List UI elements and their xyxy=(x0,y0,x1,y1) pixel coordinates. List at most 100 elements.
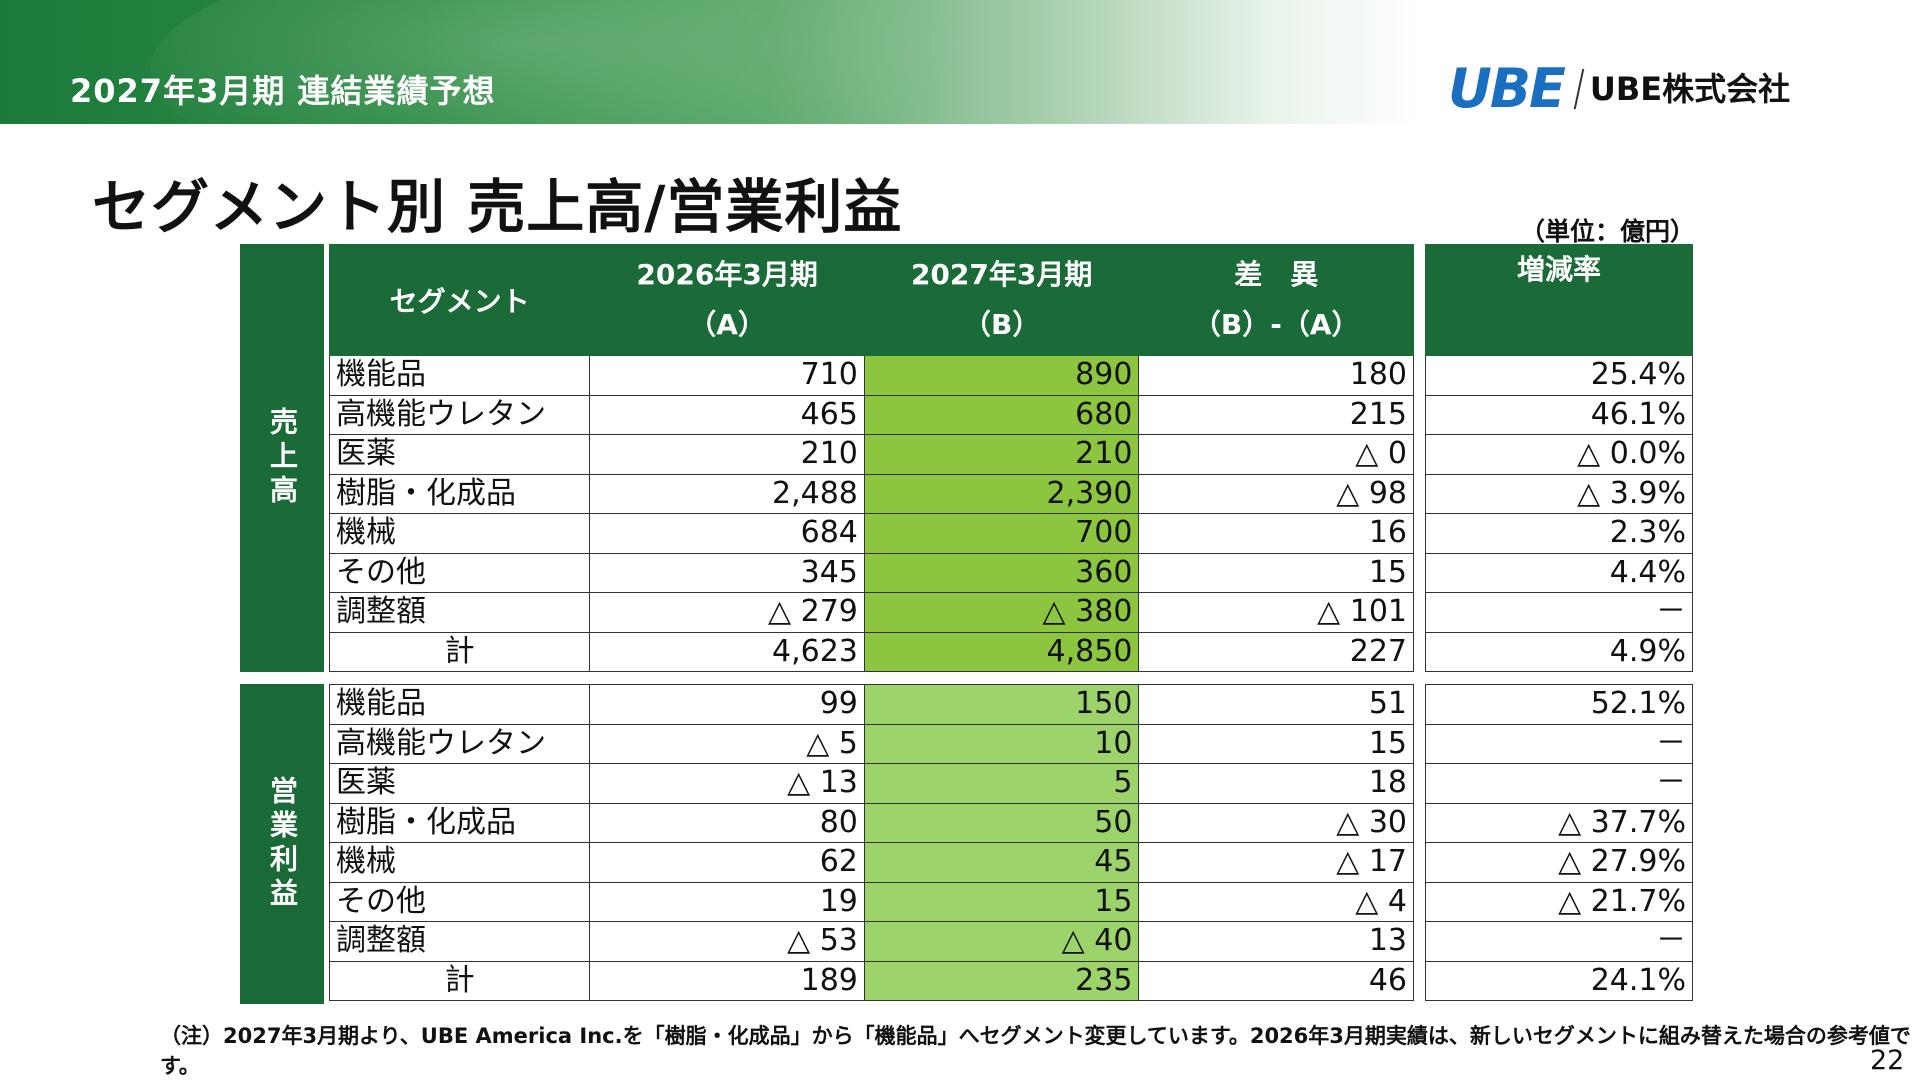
value-b: 890 xyxy=(863,355,1140,396)
footnote: （注）2027年3月期より、UBE America Inc.を「樹脂・化成品」か… xyxy=(160,1024,1911,1078)
table-row: 計 4,623 4,850 227 xyxy=(328,631,1414,672)
value-b: 10 xyxy=(863,723,1140,764)
value-diff: 46 xyxy=(1138,960,1414,1001)
value-diff: △ 0 xyxy=(1138,434,1414,475)
company-logo: UBE UBE株式会社 xyxy=(1448,57,1791,120)
value-rate: － xyxy=(1425,763,1693,804)
value-a: △ 53 xyxy=(589,921,865,962)
rate-row: － xyxy=(1425,921,1693,962)
profit-side-label: 営業利益 xyxy=(240,684,324,1004)
value-a: 80 xyxy=(589,802,865,843)
table-row: 高機能ウレタン 465 680 215 xyxy=(328,394,1414,435)
header-banner: 2027年3月期 連結業績予想 xyxy=(0,0,1920,124)
table-row: 計 189 235 46 xyxy=(328,960,1414,1001)
table-row: その他 345 360 15 xyxy=(328,552,1414,593)
table-row: 高機能ウレタン △ 5 10 15 xyxy=(328,723,1414,764)
value-b: △ 380 xyxy=(863,592,1140,633)
segment-name: 調整額 xyxy=(328,592,591,633)
segment-name: 機能品 xyxy=(328,684,591,725)
logo-text: UBE株式会社 xyxy=(1589,70,1791,108)
table-row: 調整額 △ 279 △ 380 △ 101 xyxy=(328,592,1414,633)
value-a: 345 xyxy=(589,552,865,593)
value-diff: △ 4 xyxy=(1138,881,1414,922)
value-diff: 51 xyxy=(1138,684,1414,725)
header-segment: セグメント xyxy=(328,244,591,356)
sales-side-label: 売上高 xyxy=(240,244,324,672)
value-a: △ 5 xyxy=(589,723,865,764)
segment-table: セグメント 2026年3月期 （A） 2027年3月期 （B） 差 異（B）-（A）… xyxy=(328,244,1414,1001)
table-row: 医薬 210 210 △ 0 xyxy=(328,434,1414,475)
value-a: 19 xyxy=(589,881,865,922)
segment-name: その他 xyxy=(328,552,591,593)
table-row: 医薬 △ 13 5 18 xyxy=(328,763,1414,804)
table-row: 機械 62 45 △ 17 xyxy=(328,842,1414,883)
unit-label: （単位：億円） xyxy=(1520,217,1696,246)
logo-mark: UBE xyxy=(1448,57,1566,120)
value-rate: 4.4% xyxy=(1425,552,1693,593)
value-a: 99 xyxy=(589,684,865,725)
table-row: 機械 684 700 16 xyxy=(328,513,1414,554)
value-diff: △ 17 xyxy=(1138,842,1414,883)
header-col-a: 2026年3月期 （A） xyxy=(589,244,865,356)
value-diff: 180 xyxy=(1138,355,1414,396)
value-rate: 2.3% xyxy=(1425,513,1693,554)
rate-row: △ 21.7% xyxy=(1425,881,1693,922)
segment-name: 医薬 xyxy=(328,763,591,804)
value-rate: 46.1% xyxy=(1425,394,1693,435)
rate-row: △ 37.7% xyxy=(1425,802,1693,843)
rate-row: △ 0.0% xyxy=(1425,434,1693,475)
gap-cell xyxy=(1138,671,1414,685)
value-b: 210 xyxy=(863,434,1140,475)
segment-name: 調整額 xyxy=(328,921,591,962)
header-diff: 差 異（B）-（A） xyxy=(1138,244,1414,356)
page-number: 22 xyxy=(1870,1045,1905,1076)
table-row: 機能品 99 150 51 xyxy=(328,684,1414,725)
table-row: 樹脂・化成品 80 50 △ 30 xyxy=(328,802,1414,843)
rate-row: 46.1% xyxy=(1425,394,1693,435)
value-a: 62 xyxy=(589,842,865,883)
value-b: 15 xyxy=(863,881,1140,922)
value-rate: △ 27.9% xyxy=(1425,842,1693,883)
segment-name: 高機能ウレタン xyxy=(328,394,591,435)
value-a: △ 13 xyxy=(589,763,865,804)
rate-row: － xyxy=(1425,723,1693,764)
value-a: 4,623 xyxy=(589,631,865,672)
header-rate: 増減率 xyxy=(1425,244,1693,356)
value-a: 210 xyxy=(589,434,865,475)
segment-name: 機械 xyxy=(328,513,591,554)
value-diff: 227 xyxy=(1138,631,1414,672)
segment-name: 高機能ウレタン xyxy=(328,723,591,764)
value-b: 700 xyxy=(863,513,1140,554)
page-title: セグメント別 売上高/営業利益 xyxy=(92,173,903,241)
value-rate: △ 37.7% xyxy=(1425,802,1693,843)
value-b: 680 xyxy=(863,394,1140,435)
rate-row: 4.4% xyxy=(1425,552,1693,593)
section-gap xyxy=(329,671,1414,685)
value-diff: 16 xyxy=(1138,513,1414,554)
value-rate: 24.1% xyxy=(1425,960,1693,1001)
value-b: 5 xyxy=(863,763,1140,804)
banner-title: 2027年3月期 連結業績予想 xyxy=(70,72,496,110)
rate-row: － xyxy=(1425,592,1693,633)
rate-row: 4.9% xyxy=(1425,631,1693,672)
rate-row: － xyxy=(1425,763,1693,804)
logo-separator xyxy=(1573,69,1585,109)
segment-name: 計 xyxy=(328,631,591,672)
value-rate: 52.1% xyxy=(1425,684,1693,725)
value-diff: △ 101 xyxy=(1138,592,1414,633)
value-rate: 4.9% xyxy=(1425,631,1693,672)
value-rate: － xyxy=(1425,921,1693,962)
value-a: 684 xyxy=(589,513,865,554)
profit-label: 営業利益 xyxy=(266,776,299,912)
value-rate: － xyxy=(1425,592,1693,633)
value-a: 710 xyxy=(589,355,865,396)
gap-cell xyxy=(329,671,590,685)
rate-row: △ 3.9% xyxy=(1425,473,1693,514)
value-b: 360 xyxy=(863,552,1140,593)
segment-name: 機能品 xyxy=(328,355,591,396)
rate-table: 増減率 25.4% 46.1% △ 0.0% △ 3.9% 2.3% 4.4% － 4.9% 5… xyxy=(1425,244,1693,1001)
value-diff: △ 98 xyxy=(1138,473,1414,514)
value-diff: 215 xyxy=(1138,394,1414,435)
rate-row: 52.1% xyxy=(1425,684,1693,725)
value-diff: 15 xyxy=(1138,723,1414,764)
